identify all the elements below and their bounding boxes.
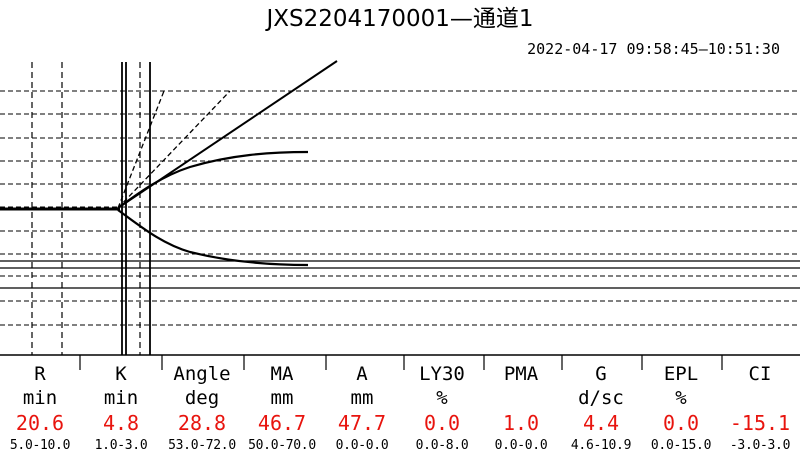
parameter-value: -15.1 — [729, 411, 791, 435]
lower-trace — [117, 209, 309, 267]
parameter-reference: -3.0-3.0 — [729, 438, 791, 453]
upper-trace — [117, 150, 309, 209]
parameter-value: 1.0 — [502, 411, 540, 435]
parameter-unit: min — [103, 387, 139, 409]
parameter-column: Angle deg 28.8 53.0-72.0 — [161, 362, 243, 456]
parameter-reference: 4.6-10.9 — [570, 438, 632, 453]
parameter-unit: % — [675, 387, 687, 409]
parameter-reference: 0.0-15.0 — [650, 438, 712, 453]
parameter-name: G — [595, 363, 607, 385]
parameter-column: MA mm 46.7 50.0-70.0 — [241, 362, 323, 456]
parameter-name: A — [356, 363, 368, 385]
parameter-reference: 0.0-8.0 — [415, 438, 469, 453]
parameter-unit: min — [22, 387, 58, 409]
parameter-unit — [480, 386, 562, 410]
parameter-unit: d/sc — [578, 387, 624, 409]
parameter-name: R — [34, 363, 46, 385]
plot-grid — [0, 90, 800, 370]
parameter-name: K — [115, 363, 127, 385]
parameter-reference: 5.0-10.0 — [9, 438, 71, 453]
parameter-name: LY30 — [419, 363, 465, 385]
parameter-name: Angle — [173, 363, 231, 385]
parameter-unit: deg — [184, 387, 220, 409]
parameter-unit: mm — [270, 387, 294, 409]
parameter-value: 47.7 — [337, 411, 387, 435]
parameter-value: 4.8 — [102, 411, 140, 435]
parameter-unit: mm — [350, 387, 374, 409]
parameter-value: 28.8 — [177, 411, 227, 435]
parameter-column: PMA 1.0 0.0-0.0 — [480, 362, 562, 456]
reference-angle-line — [117, 90, 231, 209]
parameter-name: MA — [270, 363, 294, 385]
chart-title: JXS2204170001—通道1 — [266, 6, 534, 32]
parameter-value: 20.6 — [15, 411, 65, 435]
parameter-column: EPL% 0.0 0.0-15.0 — [640, 362, 722, 456]
parameter-name: EPL — [663, 363, 699, 385]
parameter-unit: % — [436, 387, 448, 409]
parameter-value: 0.0 — [662, 411, 700, 435]
angle-line — [117, 60, 338, 209]
teg-traces — [0, 60, 338, 267]
parameter-value: 46.7 — [257, 411, 307, 435]
parameter-reference: 0.0-0.0 — [335, 438, 389, 453]
parameter-value: 0.0 — [423, 411, 461, 435]
parameter-column: LY30% 0.0 0.0-8.0 — [401, 362, 483, 456]
reference-angle-line — [117, 90, 165, 209]
parameter-unit — [719, 386, 800, 410]
parameter-name: CI — [748, 363, 772, 385]
time-range: 2022-04-17 09:58:45—10:51:30 — [527, 40, 780, 58]
parameter-name: PMA — [503, 363, 539, 385]
parameter-value: 4.4 — [582, 411, 620, 435]
parameter-column: CI -15.1 -3.0-3.0 — [719, 362, 800, 456]
parameter-reference: 53.0-72.0 — [168, 438, 236, 453]
parameter-reference: 1.0-3.0 — [94, 438, 148, 453]
parameter-reference: 0.0-0.0 — [494, 438, 548, 453]
time-markers — [31, 62, 151, 355]
parameter-reference: 50.0-70.0 — [248, 438, 316, 453]
